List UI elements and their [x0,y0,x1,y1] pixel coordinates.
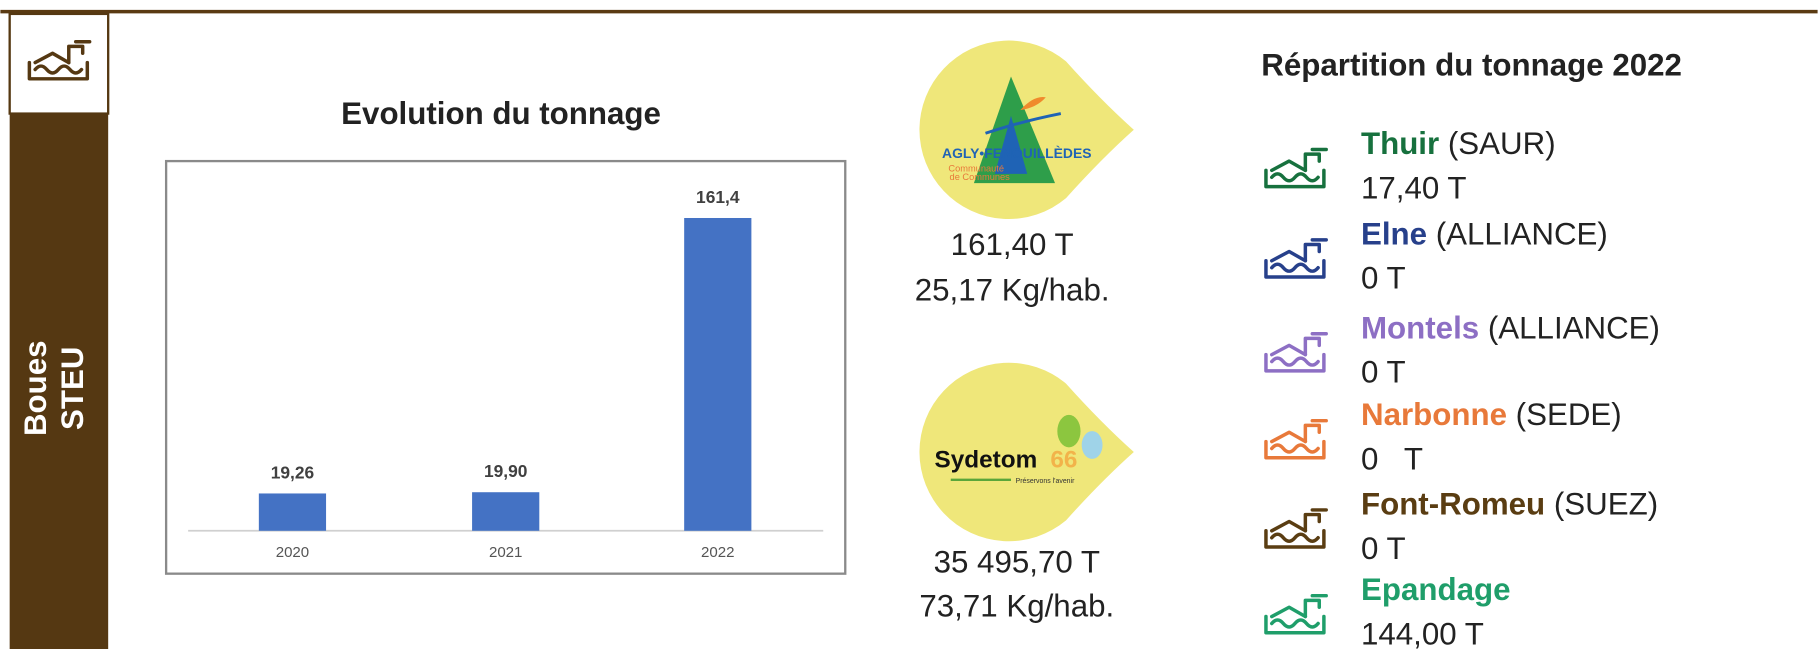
icon-part [67,44,85,65]
icon-part [1270,262,1320,273]
basin-icon [1264,593,1328,635]
logo-number: 66 [1050,447,1077,474]
site-line: Narbonne (SEDE) [1361,397,1622,432]
icon-part [1303,336,1321,357]
site-line: Font-Romeu (SUEZ) [1361,487,1658,522]
icon-part [1270,532,1320,543]
icon-part [1270,519,1308,533]
site-operator: (ALLIANCE) [1488,311,1660,346]
icon-part [1270,618,1320,629]
icon-part [33,64,84,75]
icon-part [1270,159,1308,173]
basin-icon [1264,508,1328,549]
site-name: Epandage [1361,572,1510,607]
sidebar-icon-box [8,12,110,115]
icon-part [27,60,90,81]
value-label: 19,90 [484,461,527,481]
site-tonnage: 0 T [1361,442,1423,477]
site-name: Elne [1361,217,1427,252]
icon-part [1303,598,1321,619]
logo-sub: de Communes [950,172,1011,182]
site-name: Font-Romeu [1361,487,1545,522]
icon-part [1270,356,1320,367]
logo-name: Sydetom [934,447,1037,474]
icon-part [1264,614,1326,635]
logo-tonnage: 35 495,70 T [934,545,1100,580]
x-tick-label: 2020 [276,544,309,561]
icon-part [1303,152,1321,173]
logo-shape [994,115,1028,174]
icon-part [1270,430,1308,444]
logo-sub: Communauté [948,164,1004,174]
logo-name: AGLY•FENOUILLÈDES [942,145,1091,161]
value-label: 19,26 [271,462,315,482]
site-name: Montels [1361,311,1479,346]
icon-part [1270,443,1320,454]
value-label: 161,4 [696,187,740,207]
site-tonnage: 0 T [1361,531,1406,566]
site-tonnage: 0 T [1361,355,1406,390]
sidebar-line: Boues [18,340,53,436]
logo-per-hab: 73,71 Kg/hab. [919,589,1114,624]
icon-part [1270,172,1320,183]
repartition-title: Répartition du tonnage 2022 [1261,47,1682,82]
icon-part [33,51,71,65]
icon-part [1264,259,1326,279]
bar [684,217,752,531]
logo-tonnage: 161,40 T [951,227,1074,262]
logo-leaf [1057,414,1081,448]
site-operator: (ALLIANCE) [1436,217,1608,252]
icon-part [1270,343,1308,357]
logo-shape [985,112,1062,135]
site-operator: (SAUR) [1448,126,1556,161]
icon-part [1270,605,1308,619]
sidebar-line: STEU [55,347,90,430]
sidebar-label: Boues STEU [18,340,90,436]
basin-icon [1264,332,1328,373]
icon-part [1270,249,1308,263]
basin-icon [27,39,92,81]
icon-part [1303,512,1321,533]
logo-sub: Préservons l'avenir [1016,478,1075,485]
logo-leaf [1081,431,1103,459]
icon-part [1264,168,1326,189]
site-line: Elne (ALLIANCE) [1361,217,1608,252]
icon-part [1303,423,1321,444]
site-line: Montels (ALLIANCE) [1361,311,1660,346]
logo-shape [1020,97,1046,111]
sidebar [9,113,109,649]
icon-part [1264,352,1326,373]
logo-per-hab: 25,17 Kg/hab. [915,272,1110,307]
site-tonnage: 144,00 T [1361,617,1484,649]
logo-drop [919,362,1134,542]
basin-icon [1264,238,1328,279]
bar [472,492,540,531]
icon-part [1303,242,1321,263]
site-operator: (SEDE) [1516,397,1622,432]
site-line: Epandage [1361,572,1510,607]
basin-icon [1264,418,1328,460]
icon-part [1264,529,1326,549]
site-tonnage: 17,40 T [1361,170,1467,205]
site-line: Thuir (SAUR) [1361,126,1556,161]
x-tick-label: 2022 [701,544,734,561]
basin-icon [1264,147,1328,189]
site-name: Thuir [1361,126,1439,161]
site-operator: (SUEZ) [1554,487,1658,522]
bar [258,493,327,531]
chart-title: Evolution du tonnage [341,96,661,131]
site-name: Narbonne [1361,397,1507,432]
icon-part [1264,439,1326,460]
site-tonnage: 0 T [1361,261,1406,296]
x-tick-label: 2021 [489,544,522,561]
